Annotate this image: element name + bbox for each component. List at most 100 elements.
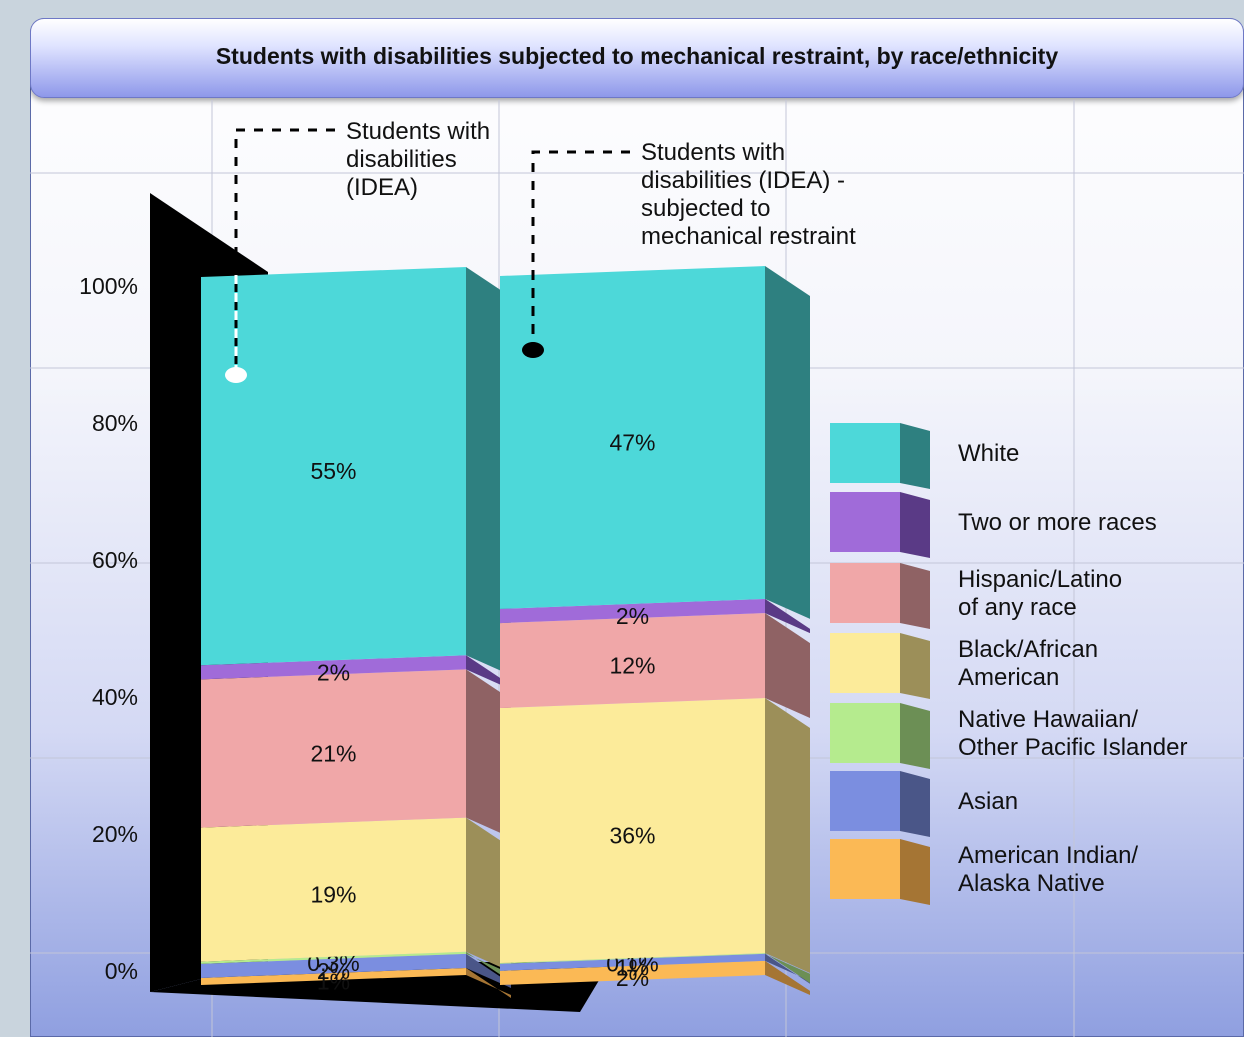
bar-value-label: 36%	[609, 823, 655, 849]
bar-face	[500, 266, 765, 609]
bar-face	[201, 967, 466, 985]
legend-swatch-face	[830, 703, 900, 763]
bar-segment	[500, 598, 810, 634]
legend-swatch-side	[900, 633, 930, 699]
legend-swatch-side	[900, 423, 930, 489]
legend-swatch-face	[830, 492, 900, 552]
bar-side	[765, 953, 810, 984]
category-marker-dot	[225, 367, 247, 383]
legend-swatch-face	[830, 839, 900, 899]
legend-swatch	[830, 563, 930, 629]
legend-label: Alaska Native	[958, 870, 1105, 897]
category-leader-line	[531, 150, 630, 350]
bar-segment	[201, 267, 511, 676]
bar-face	[500, 613, 765, 709]
bar-value-label: 2%	[616, 965, 649, 991]
legend-swatch-side	[900, 839, 930, 905]
legend-label: Two or more races	[958, 509, 1157, 536]
legend-swatch	[830, 703, 930, 769]
bar-value-label: 2%	[616, 603, 649, 629]
bar-segment	[201, 953, 511, 988]
bar-face	[201, 267, 466, 666]
legend-label: Other Pacific Islander	[958, 734, 1187, 761]
bar-face	[500, 960, 765, 985]
bar-value-label: 19%	[310, 882, 356, 908]
legend-swatch	[830, 423, 930, 489]
legend-label: Black/African	[958, 636, 1098, 663]
bar-face	[201, 951, 466, 964]
bar-face	[201, 953, 466, 978]
bar-face	[201, 669, 466, 828]
legend-label: Native Hawaiian/	[958, 706, 1138, 733]
category-leader-line	[234, 128, 335, 375]
category-marker-dot	[522, 342, 544, 358]
legend-swatch	[830, 633, 930, 699]
legend-swatch	[830, 771, 930, 837]
bar-value-label: 12%	[609, 653, 655, 679]
category-label: mechanical restraint	[641, 223, 856, 250]
category-label: disabilities	[346, 146, 457, 173]
bar-segment	[500, 960, 810, 995]
bar-side	[466, 669, 511, 838]
bar-side	[466, 817, 511, 972]
bar-side	[765, 698, 810, 974]
legend-swatch-side	[900, 703, 930, 769]
bar-side	[466, 953, 511, 988]
legend-swatch-face	[830, 563, 900, 623]
bar-side	[765, 266, 810, 619]
y-tick-label: 100%	[79, 273, 138, 299]
bar-face	[201, 817, 466, 962]
legend-swatch	[830, 839, 930, 905]
legend-swatch	[830, 492, 930, 558]
legend-label: White	[958, 440, 1019, 467]
bar-side	[765, 598, 810, 634]
bar-side	[466, 655, 511, 690]
bar-value-label: 55%	[310, 458, 356, 484]
y-tick-label: 60%	[92, 547, 138, 573]
y-tick-label: 40%	[92, 684, 138, 710]
bar-segment	[201, 951, 511, 982]
bar-face	[500, 953, 765, 964]
bar-segment	[500, 953, 810, 984]
bar-side	[466, 267, 511, 676]
legend-label: American	[958, 664, 1059, 691]
bar-side	[466, 951, 511, 982]
title-bar: Students with disabilities subjected to …	[30, 18, 1244, 98]
bar-segment	[500, 613, 810, 719]
bar-side	[765, 953, 810, 984]
bar-side	[466, 967, 511, 998]
y-tick-label: 80%	[92, 410, 138, 436]
legend-label: American Indian/	[958, 842, 1138, 869]
bar-value-label: 21%	[310, 740, 356, 766]
legend-swatch-side	[900, 771, 930, 837]
y-tick-label: 0%	[105, 958, 138, 984]
y-tick-label: 20%	[92, 821, 138, 847]
bar-value-label: 2%	[317, 659, 350, 685]
legend-label: of any race	[958, 594, 1077, 621]
bar-face	[500, 698, 765, 964]
bar-segment	[201, 669, 511, 838]
bar-segment	[201, 967, 511, 998]
bar-face	[500, 598, 765, 624]
category-label: Students with	[641, 139, 785, 166]
bar-segment	[500, 953, 810, 984]
bar-segment	[500, 266, 810, 619]
legend-swatch-face	[830, 633, 900, 693]
bar-face	[500, 953, 765, 971]
category-label: subjected to	[641, 195, 770, 222]
bar-face	[201, 655, 466, 680]
bar-value-label: 47%	[609, 429, 655, 455]
legend-swatch-side	[900, 563, 930, 629]
bar-segment	[201, 655, 511, 690]
bar-side	[765, 960, 810, 995]
category-label: (IDEA)	[346, 174, 418, 201]
legend-label: Asian	[958, 788, 1018, 815]
category-label: disabilities (IDEA) -	[641, 167, 845, 194]
bar-segment	[201, 817, 511, 972]
legend-swatch-side	[900, 492, 930, 558]
legend-label: Hispanic/Latino	[958, 566, 1122, 593]
category-label: Students with	[346, 118, 490, 145]
bar-segment	[500, 698, 810, 974]
legend-swatch-face	[830, 423, 900, 483]
